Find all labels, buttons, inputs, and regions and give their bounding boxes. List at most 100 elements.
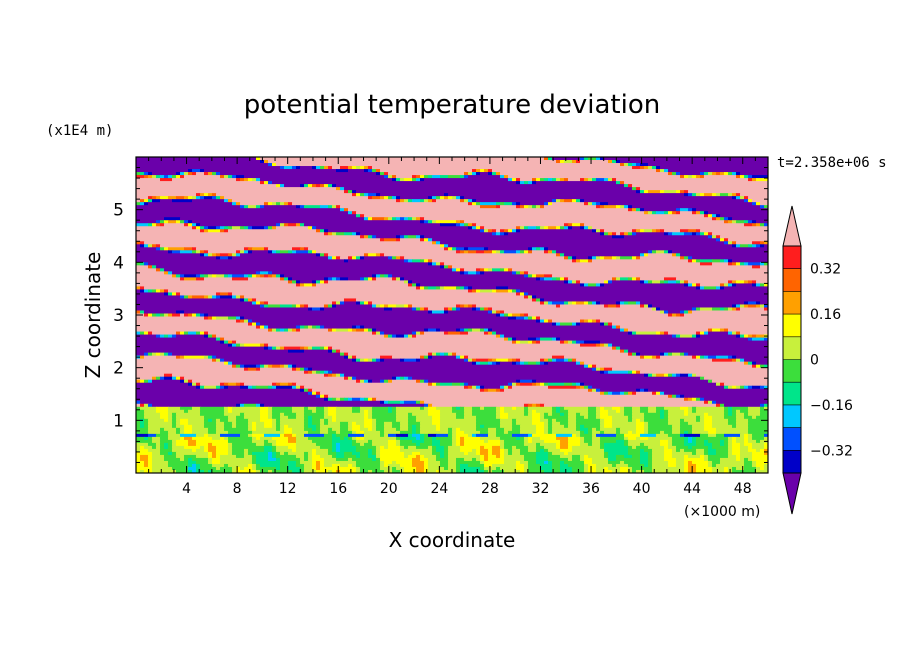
field-cell: [404, 280, 409, 284]
field-cell: [192, 220, 421, 224]
field-cell: [436, 352, 441, 357]
field-cell: [732, 385, 737, 390]
field-cell: [576, 361, 581, 366]
field-cell: [652, 391, 657, 396]
field-cell: [456, 223, 461, 227]
field-cell: [184, 223, 189, 227]
field-cell: [140, 403, 145, 408]
field-cell: [256, 436, 261, 441]
field-cell: [360, 232, 493, 236]
field-cell: [568, 445, 573, 450]
field-cell: [572, 433, 577, 438]
field-cell: [524, 436, 529, 441]
field-cell: [536, 361, 541, 366]
x-axis-label: X coordinate: [389, 528, 516, 552]
field-cell: [684, 457, 705, 462]
field-cell: [716, 286, 721, 291]
field-cell: [176, 292, 181, 297]
field-cell: [712, 400, 717, 405]
field-cell: [368, 193, 377, 197]
field-cell: [300, 328, 329, 333]
field-cell: [280, 421, 305, 426]
field-cell: [232, 451, 245, 456]
field-cell: [484, 307, 489, 312]
field-cell: [296, 280, 301, 284]
field-cell: [292, 304, 297, 309]
field-cell: [460, 250, 465, 254]
field-cell: [544, 202, 549, 206]
field-cell: [208, 331, 373, 336]
field-cell: [732, 409, 737, 414]
field-cell: [136, 430, 149, 435]
field-cell: [688, 208, 693, 212]
field-cell: [396, 196, 401, 200]
field-cell: [396, 409, 429, 414]
field-cell: [432, 196, 437, 200]
field-cell: [420, 331, 425, 336]
field-cell: [156, 196, 161, 200]
field-cell: [548, 430, 553, 435]
field-cell: [408, 445, 417, 450]
field-cell: [448, 445, 461, 450]
field-cell: [716, 238, 721, 242]
field-cell: [644, 190, 649, 194]
field-cell: [288, 439, 297, 444]
field-cell: [632, 418, 637, 423]
field-cell: [600, 283, 605, 288]
field-cell: [604, 421, 613, 426]
field-cell: [268, 325, 297, 330]
field-cell: [520, 382, 533, 387]
field-cell: [532, 433, 557, 438]
field-cell: [456, 304, 461, 309]
field-cell: [412, 451, 421, 456]
field-cell: [696, 193, 701, 197]
field-cell: [628, 301, 637, 306]
field-cell: [656, 166, 661, 170]
field-cell: [440, 412, 457, 417]
field-cell: [584, 340, 601, 345]
field-cell: [544, 178, 549, 182]
field-cell: [204, 172, 209, 176]
field-cell: [640, 301, 745, 306]
field-cell: [732, 304, 737, 309]
field-cell: [372, 328, 377, 333]
field-cell: [152, 451, 161, 456]
field-cell: [352, 193, 357, 197]
field-cell: [456, 247, 465, 251]
field-cell: [584, 223, 745, 227]
field-cell: [328, 229, 481, 233]
field-cell: [748, 334, 753, 339]
field-cell: [420, 454, 425, 459]
field-cell: [388, 304, 397, 309]
field-cell: [236, 424, 249, 429]
field-cell: [584, 364, 589, 369]
field-cell: [220, 292, 229, 297]
field-cell: [476, 223, 565, 227]
field-cell: [540, 298, 545, 303]
field-cell: [460, 463, 469, 468]
field-cell: [136, 202, 141, 206]
field-cell: [364, 412, 369, 417]
field-cell: [676, 190, 681, 194]
field-cell: [628, 232, 633, 236]
field-cell: [704, 175, 737, 179]
field-cell: [220, 460, 253, 465]
field-cell: [468, 199, 473, 203]
field-cell: [136, 373, 165, 378]
field-cell: [220, 436, 225, 441]
field-cell: [440, 418, 477, 423]
field-cell: [364, 436, 397, 441]
field-cell: [168, 409, 185, 414]
field-cell: [712, 358, 733, 363]
field-cell: [364, 328, 369, 333]
field-cell: [504, 334, 673, 339]
field-cell: [668, 463, 677, 468]
field-cell: [524, 205, 529, 209]
field-cell: [588, 385, 593, 390]
field-cell: [708, 331, 729, 336]
field-cell: [248, 367, 257, 372]
field-cell: [308, 406, 317, 411]
field-cell: [620, 325, 768, 330]
field-cell: [200, 253, 205, 257]
field-cell: [336, 457, 349, 462]
